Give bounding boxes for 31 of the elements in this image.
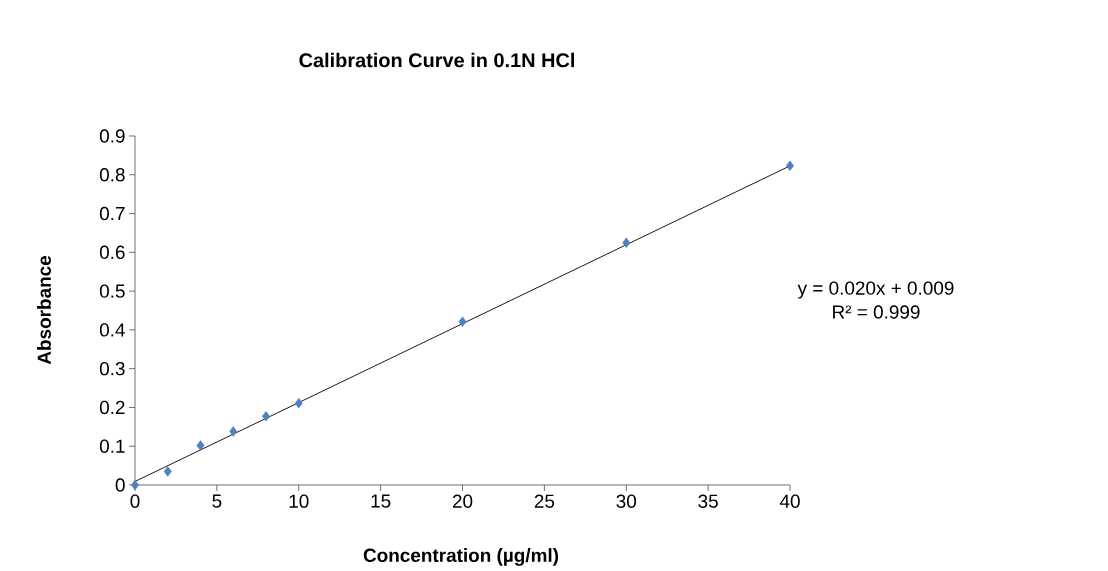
point — [458, 316, 467, 327]
x-tick-label: 35 — [698, 494, 718, 508]
x-axis-title: Concentration (µg/ml) — [363, 548, 559, 566]
x-tick-label: 20 — [452, 494, 473, 508]
x-tick-label: 25 — [534, 494, 555, 508]
y-tick-label: 0.9 — [99, 129, 125, 143]
point — [262, 411, 270, 422]
point — [622, 237, 631, 248]
x-tick-label: 15 — [371, 494, 391, 508]
y-tick-label: 0.1 — [99, 439, 125, 453]
point — [294, 397, 303, 409]
x-tick-label: 40 — [779, 494, 800, 508]
point — [229, 426, 238, 437]
y-tick-label: 0.7 — [99, 206, 125, 221]
x-tick-label: 10 — [289, 494, 309, 508]
y-tick-label: 0.6 — [99, 245, 125, 260]
y-tick-label: 0 — [115, 478, 125, 492]
y-tick-label: 0.4 — [99, 323, 125, 337]
y-tick-label: 0.8 — [99, 168, 125, 182]
y-tick-label: 0.2 — [99, 400, 125, 415]
y-tick-label: 0.5 — [99, 284, 125, 298]
point — [163, 466, 172, 477]
x-tick-label: 30 — [616, 494, 637, 508]
point — [196, 440, 205, 451]
y-axis-title: Absorbance — [37, 255, 51, 365]
x-tick-label: 5 — [212, 494, 222, 508]
y-tick-label: 0.3 — [99, 361, 125, 376]
text: y = 0.020x + 0.009 — [797, 281, 954, 299]
text: R² = 0.999 — [833, 305, 920, 319]
x-tick-label: 0 — [130, 494, 140, 508]
chart-title: Calibration Curve in 0.1N HCl — [299, 52, 574, 68]
